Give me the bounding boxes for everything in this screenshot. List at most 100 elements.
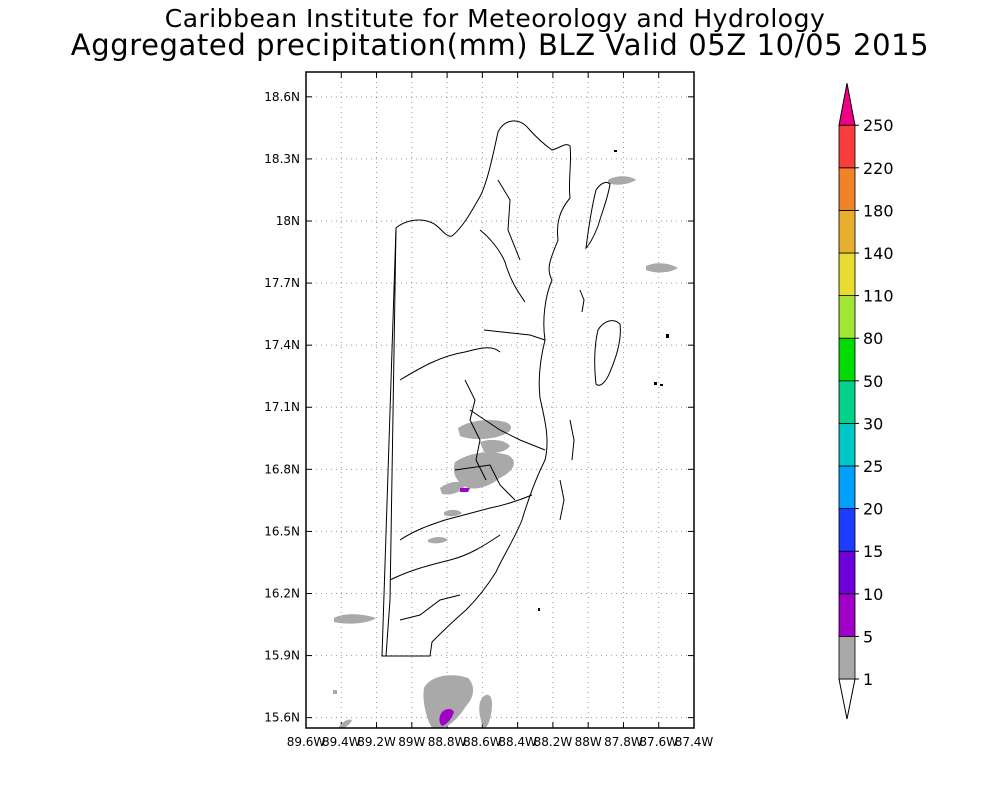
lon-tick-label: 87.8W (604, 735, 643, 749)
cayes (559, 181, 621, 521)
lon-tick-label: 88.6W (463, 735, 502, 749)
precip-area-central-2 (480, 439, 510, 453)
colorbar-label: 250 (863, 116, 894, 135)
precip-area-gulf-2 (479, 694, 492, 728)
precip-area-central-3 (453, 452, 514, 489)
caye-2 (569, 419, 575, 461)
colorbar-label: 15 (863, 542, 883, 561)
colorbar-label: 25 (863, 457, 883, 476)
precip-area-central-4 (440, 481, 466, 495)
colorbar-label: 20 (863, 500, 883, 519)
small-islands (538, 150, 669, 611)
colorbar-label: 220 (863, 159, 894, 178)
precip-area-purple-2 (439, 709, 454, 726)
district-line-4 (399, 494, 533, 541)
lat-tick-label: 15.9N (264, 649, 300, 663)
colorbar-label: 80 (863, 329, 883, 348)
colorbar-label: 5 (863, 627, 873, 646)
colorbar-segment (838, 124, 856, 169)
district-line-3 (483, 329, 546, 341)
lat-tick-label: 17.1N (264, 400, 300, 414)
island-5 (614, 150, 617, 152)
district-line-2 (479, 229, 526, 303)
colorbar-segment (838, 636, 856, 680)
district-line-1 (399, 347, 501, 381)
lat-tick-label: 18.3N (264, 152, 300, 166)
island-2 (654, 382, 657, 385)
caye-3 (559, 479, 565, 521)
lon-tick-label: 88.8W (428, 735, 467, 749)
colorbar-upper-triangle (838, 83, 856, 126)
precip-area-offshore-1 (608, 176, 636, 185)
boundaries (381, 120, 572, 657)
colorbar-segment (838, 380, 856, 424)
lat-tick-label: 17.4N (264, 338, 300, 352)
lat-tick-label: 18N (276, 214, 300, 228)
lon-tick-label: 88.2W (534, 735, 573, 749)
precip-area-purple-1 (460, 488, 470, 492)
lat-tick-label: 17.7N (264, 276, 300, 290)
lon-tick-label: 88W (575, 735, 602, 749)
precip-area-west-1 (334, 614, 376, 624)
lon-tick-label: 88.4W (498, 735, 537, 749)
map-plot-area (306, 72, 694, 728)
ambergris-caye (585, 181, 611, 250)
precip-area-central-5 (444, 509, 462, 517)
island-1 (666, 334, 669, 338)
lon-tick-label: 89.2W (357, 735, 396, 749)
guatemala-border (385, 227, 397, 657)
colorbar-label: 180 (863, 201, 894, 220)
lon-tick-label: 87.6W (639, 735, 678, 749)
colorbar-segment (838, 295, 856, 339)
district-line-10 (399, 594, 461, 621)
colorbar-segment (838, 422, 856, 467)
colorbar-label: 50 (863, 372, 883, 391)
colorbar-segment (838, 167, 856, 211)
colorbar-segment (838, 337, 856, 382)
island-4 (538, 608, 540, 611)
district-line-5 (469, 409, 546, 451)
precip-area-offshore-2 (646, 263, 678, 273)
colorbar-segment (838, 550, 856, 595)
island-3 (660, 384, 663, 386)
district-line-7 (464, 379, 487, 481)
lon-tick-label: 89.4W (322, 735, 361, 749)
lat-tick-label: 18.6N (264, 90, 300, 104)
lat-tick-label: 16.2N (264, 586, 300, 600)
chart-subtitle: Aggregated precipitation(mm) BLZ Valid 0… (70, 28, 930, 62)
precip-area-south-1 (428, 537, 448, 544)
precip-area-central-1 (458, 420, 512, 439)
precip-areas-5-10mm (439, 488, 470, 726)
colorbar-segment (838, 209, 856, 254)
colorbar-label: 110 (863, 287, 894, 306)
belize-outline (381, 120, 572, 657)
lon-tick-label: 89W (398, 735, 425, 749)
colorbar-segment (838, 593, 856, 637)
colorbar-label: 10 (863, 585, 883, 604)
map-frame (305, 71, 695, 729)
chart-title: Caribbean Institute for Meteorology and … (164, 4, 826, 33)
colorbar-segment (838, 252, 856, 296)
lat-tick-label: 16.8N (264, 462, 300, 476)
lon-tick-label: 87.4W (675, 735, 714, 749)
district-line-8 (497, 179, 521, 261)
colorbar-label: 1 (863, 670, 873, 689)
colorbar-lower-triangle (838, 678, 856, 720)
colorbar-label: 30 (863, 414, 883, 433)
colorbar-segment (838, 508, 856, 552)
lat-tick-label: 16.5N (264, 524, 300, 538)
district-line-6 (389, 534, 501, 581)
lon-tick-label: 89.6W (287, 735, 326, 749)
lat-tick-label: 15.6N (264, 711, 300, 725)
precip-area-dot (333, 690, 337, 694)
precip-areas (333, 176, 678, 728)
colorbar-label: 140 (863, 244, 894, 263)
precip-area-gulf-1 (423, 675, 474, 728)
district-line-9 (454, 464, 516, 501)
turneffe-atoll (594, 320, 621, 386)
precip-area-gulf-3 (338, 719, 352, 728)
colorbar-segment (838, 465, 856, 509)
caye-1 (579, 289, 585, 313)
